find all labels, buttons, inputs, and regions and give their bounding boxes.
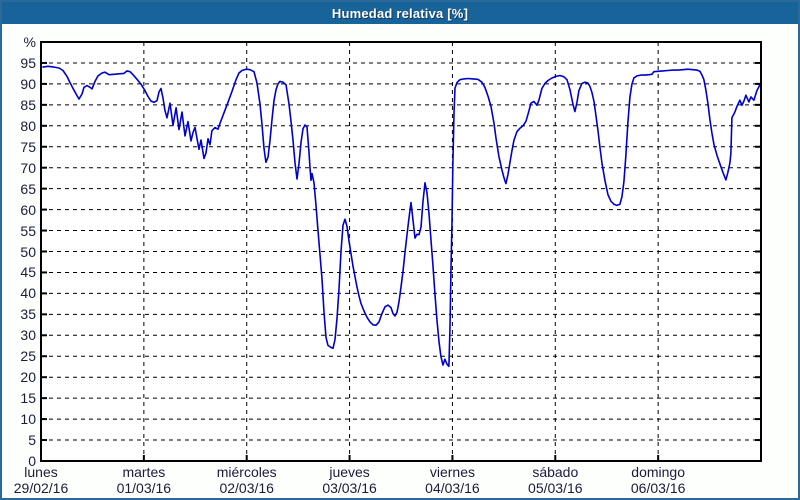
humidity-line <box>42 65 762 368</box>
y-tick-label: 5 <box>28 432 36 449</box>
y-tick-label: 40 <box>20 285 36 302</box>
y-tick-label: 90 <box>20 75 36 92</box>
x-tick-date-label: 06/03/16 <box>630 480 686 496</box>
y-tick-label: 0 <box>28 453 36 469</box>
x-tick-day-label: martes <box>122 464 166 480</box>
x-tick-date-label: 03/03/16 <box>322 480 377 496</box>
y-tick-label: 15 <box>20 390 36 407</box>
y-tick-label: 45 <box>20 264 36 281</box>
x-tick-date-label: 29/02/16 <box>13 480 69 496</box>
x-tick-day-label: domingo <box>631 464 685 480</box>
y-tick-label: 75 <box>20 138 36 155</box>
x-tick-day-label: sábado <box>532 464 579 480</box>
x-tick-day-label: jueves <box>329 464 370 480</box>
y-tick-label: 85 <box>20 96 36 113</box>
y-tick-label: 10 <box>20 411 36 428</box>
y-tick-label: 95 <box>20 54 36 71</box>
y-tick-label: 20 <box>20 369 36 386</box>
y-tick-label: 80 <box>20 117 36 134</box>
x-tick-date-label: 05/03/16 <box>528 480 583 496</box>
x-tick-day-label: lunes <box>24 464 58 480</box>
window-titlebar: Humedad relativa [%] <box>2 2 798 24</box>
x-tick-date-label: 02/03/16 <box>219 480 274 496</box>
y-tick-label: 60 <box>20 201 36 218</box>
x-tick-day-label: miércoles <box>216 464 277 480</box>
y-tick-label: 70 <box>20 159 36 176</box>
y-tick-label: 25 <box>20 348 36 365</box>
x-tick-date-label: 01/03/16 <box>116 480 172 496</box>
y-tick-label: 50 <box>20 243 36 260</box>
x-tick-day-label: viernes <box>429 464 475 480</box>
y-tick-label: 35 <box>20 306 36 323</box>
plot-border <box>40 41 762 462</box>
y-axis-unit-label: % <box>23 33 36 50</box>
x-tick-date-label: 04/03/16 <box>425 480 480 496</box>
window-title: Humedad relativa [%] <box>331 5 469 21</box>
y-tick-label: 55 <box>20 222 36 239</box>
y-tick-label: 30 <box>20 327 36 344</box>
y-tick-label: 65 <box>20 180 36 197</box>
